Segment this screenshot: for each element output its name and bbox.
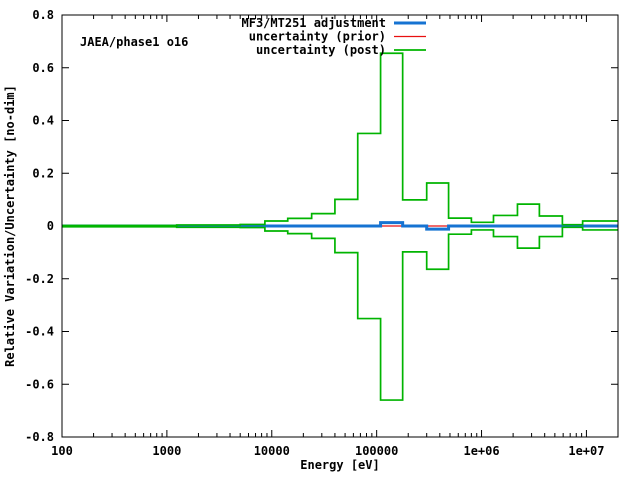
y-tick-label: -0.2 bbox=[25, 272, 54, 286]
legend-label: MF3/MT251 adjustment bbox=[242, 16, 387, 30]
series-post-upper-line bbox=[62, 52, 618, 227]
series-post-lower-line bbox=[62, 225, 618, 401]
x-tick-label: 100 bbox=[51, 444, 73, 458]
plot-inside-label: JAEA/phase1 o16 bbox=[80, 35, 188, 49]
legend-label: uncertainty (prior) bbox=[249, 30, 386, 44]
y-tick-label: 0 bbox=[47, 219, 54, 233]
x-axis-title: Energy [eV] bbox=[300, 458, 379, 472]
x-tick-label: 1e+06 bbox=[463, 444, 499, 458]
x-tick-label: 1e+07 bbox=[568, 444, 604, 458]
y-tick-label: -0.6 bbox=[25, 377, 54, 391]
y-tick-label: 0.2 bbox=[32, 166, 54, 180]
y-tick-label: -0.8 bbox=[25, 430, 54, 444]
y-axis-title: Relative Variation/Uncertainty [no-dim] bbox=[3, 85, 17, 367]
y-tick-label: 0.4 bbox=[32, 114, 54, 128]
x-tick-label: 10000 bbox=[254, 444, 290, 458]
y-tick-label: -0.4 bbox=[25, 325, 54, 339]
y-tick-label: 0.8 bbox=[32, 8, 54, 22]
y-tick-label: 0.6 bbox=[32, 61, 54, 75]
x-tick-label: 1000 bbox=[152, 444, 181, 458]
legend-label: uncertainty (post) bbox=[256, 43, 386, 57]
x-tick-label: 100000 bbox=[355, 444, 398, 458]
plot-border bbox=[61, 14, 619, 438]
series-adjustment-line bbox=[62, 221, 618, 231]
